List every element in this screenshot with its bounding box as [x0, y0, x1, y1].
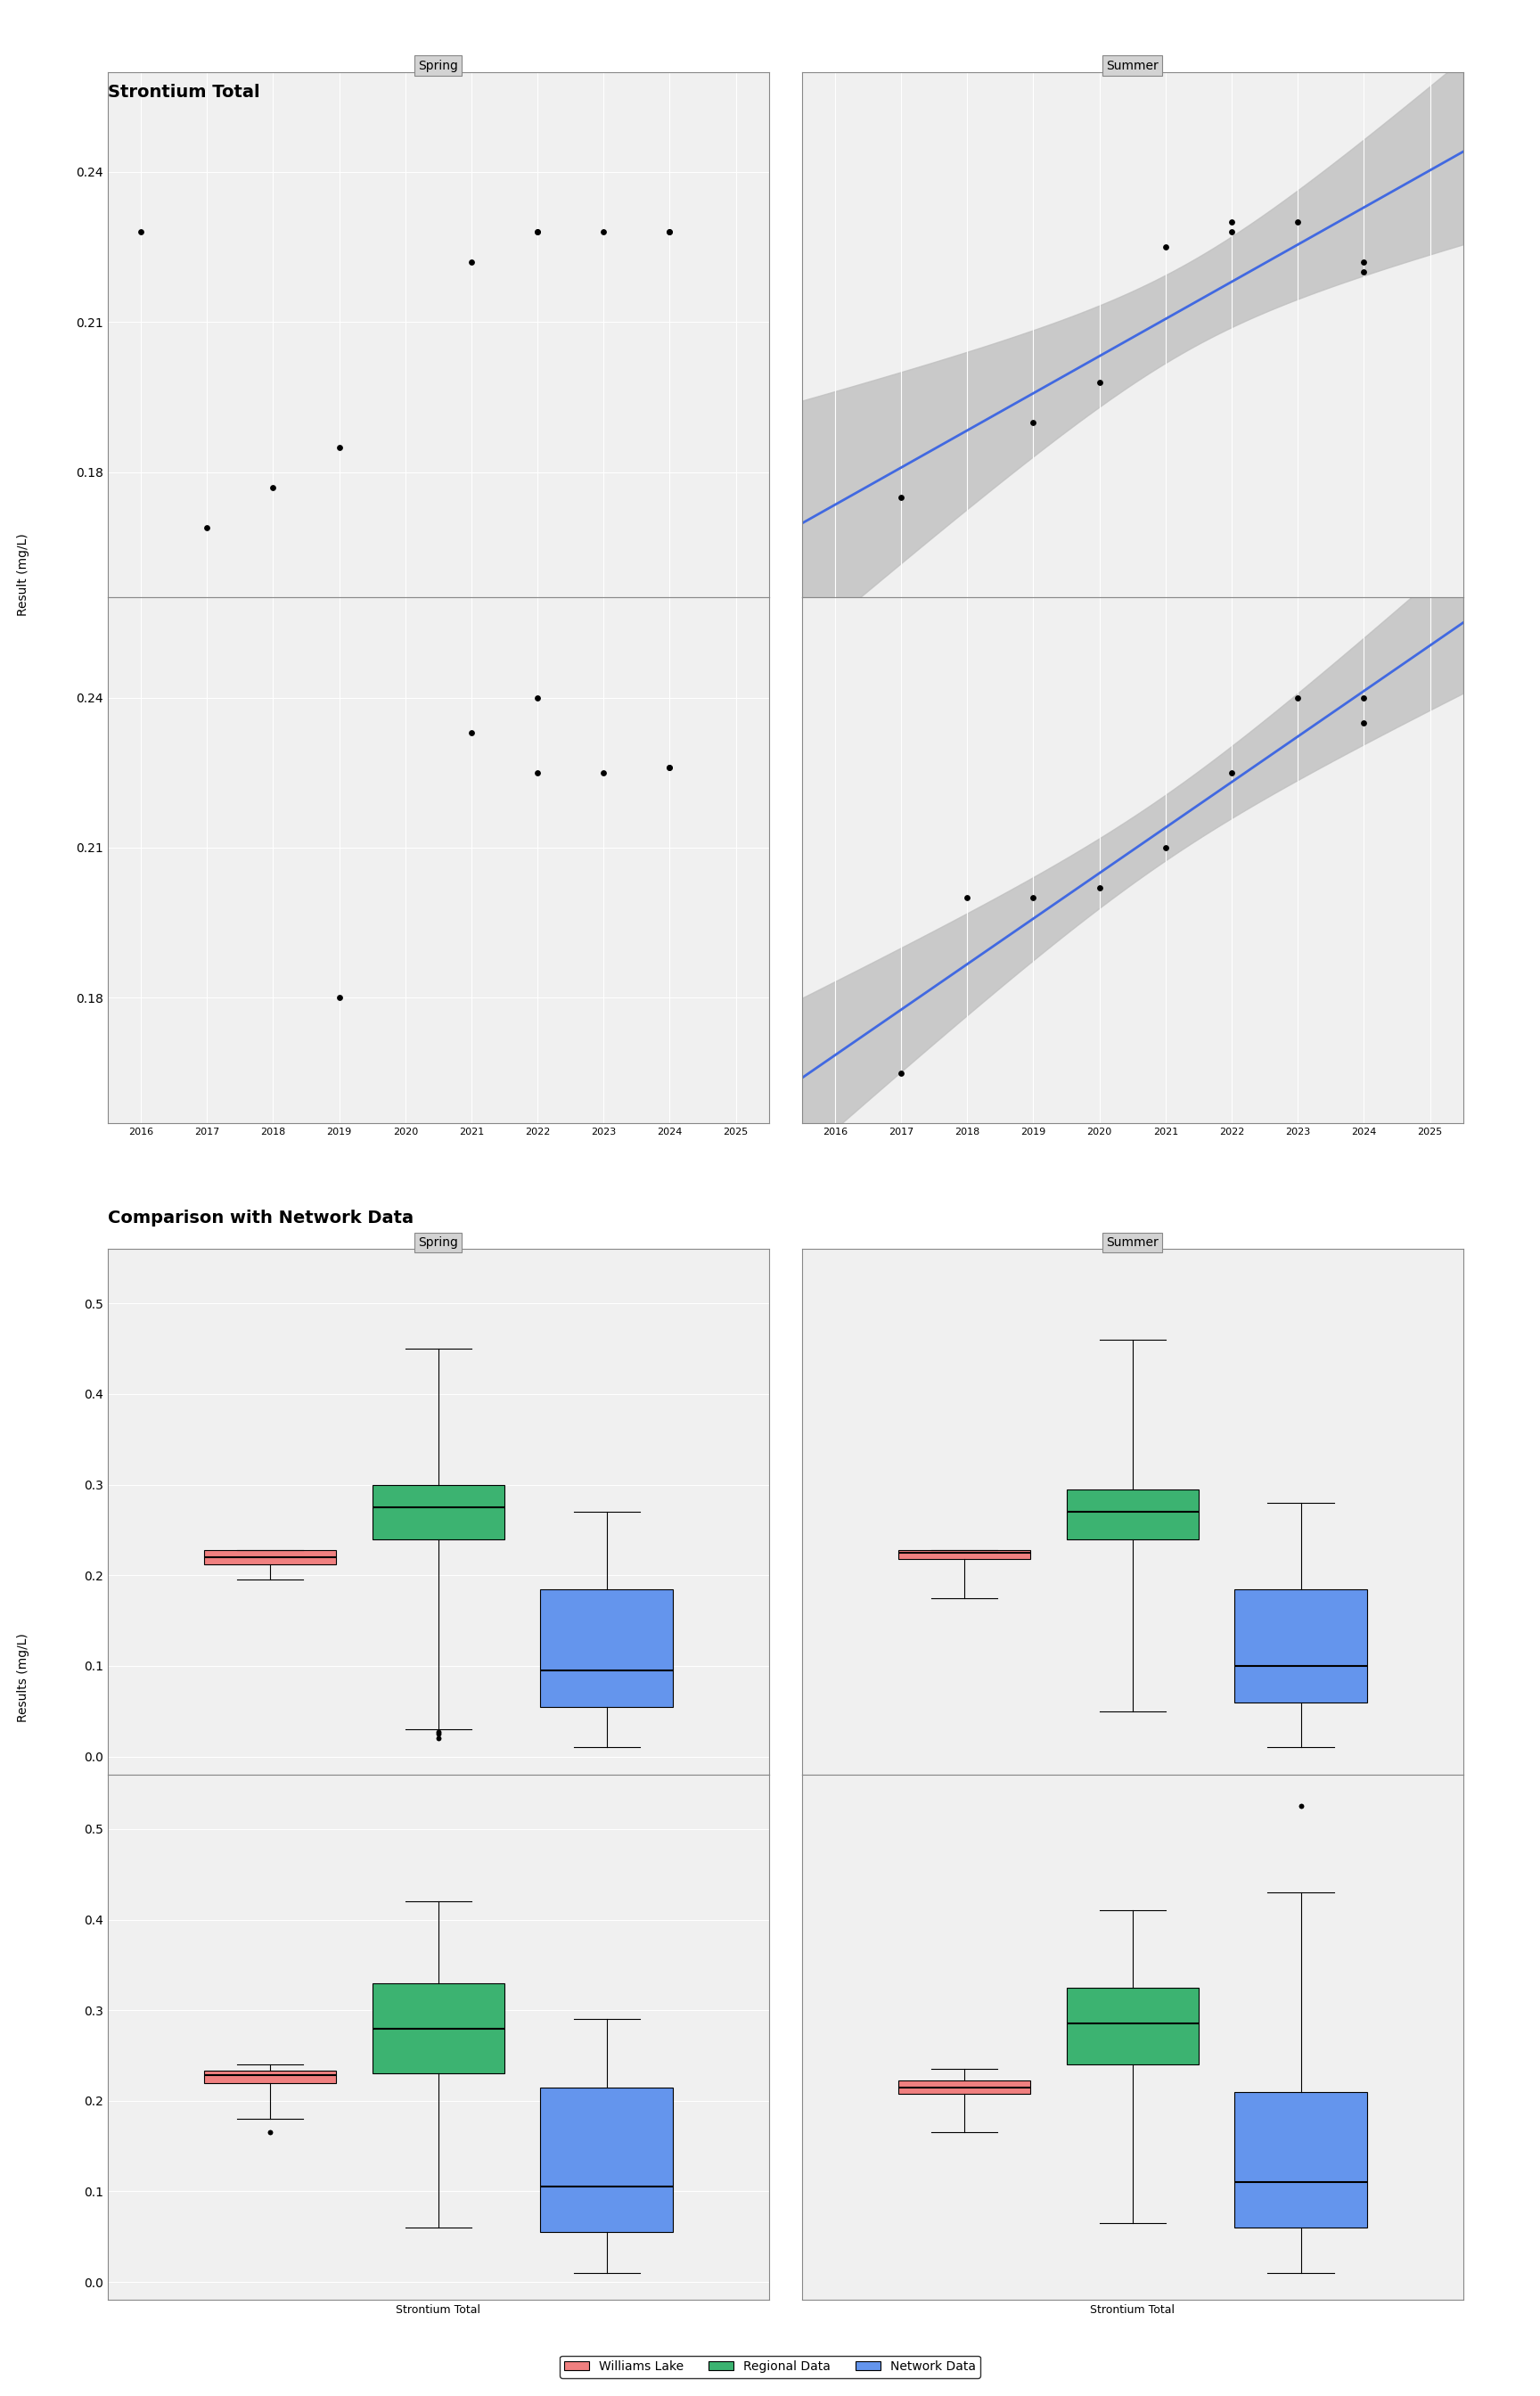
Point [1352, 678, 1377, 716]
Point [1286, 204, 1311, 242]
Point [658, 748, 682, 786]
Point [459, 714, 484, 752]
Text: Result (mg/L): Result (mg/L) [17, 534, 29, 616]
PathPatch shape [1235, 1589, 1368, 1701]
Point [128, 213, 152, 252]
Point [1087, 867, 1112, 906]
Point [1352, 254, 1377, 292]
Point [1286, 678, 1311, 716]
Point [459, 242, 484, 280]
PathPatch shape [373, 1984, 505, 2073]
Point [889, 479, 913, 518]
Title: Spring: Spring [419, 60, 459, 72]
PathPatch shape [373, 1486, 505, 1538]
Point [326, 978, 351, 1016]
Point [1220, 213, 1244, 252]
Point [525, 213, 550, 252]
Point [1087, 364, 1112, 403]
Y-axis label: Hypolimnion: Hypolimnion [0, 824, 12, 896]
Title: Summer: Summer [1106, 60, 1158, 72]
Point [955, 879, 979, 918]
Y-axis label: Epilimnion: Epilimnion [0, 307, 12, 364]
PathPatch shape [898, 1550, 1030, 1560]
Point [658, 213, 682, 252]
Point [889, 1054, 913, 1093]
Title: Summer: Summer [1106, 1236, 1158, 1248]
Y-axis label: Epilimnion: Epilimnion [0, 1483, 12, 1541]
Point [326, 429, 351, 467]
PathPatch shape [1235, 2092, 1368, 2228]
Point [525, 678, 550, 716]
PathPatch shape [1066, 1490, 1198, 1538]
Point [194, 508, 219, 546]
Point [1021, 879, 1046, 918]
Point [658, 213, 682, 252]
Point [1220, 752, 1244, 791]
Text: Strontium Total: Strontium Total [108, 84, 260, 101]
PathPatch shape [203, 2070, 336, 2082]
Point [1153, 228, 1178, 266]
PathPatch shape [1066, 1989, 1198, 2065]
Point [525, 213, 550, 252]
PathPatch shape [898, 2080, 1030, 2094]
Point [525, 752, 550, 791]
Point [591, 213, 616, 252]
Point [1021, 403, 1046, 441]
PathPatch shape [541, 1589, 673, 1706]
Legend: Williams Lake, Regional Data, Network Data: Williams Lake, Regional Data, Network Da… [559, 2355, 981, 2377]
Y-axis label: Hypolimnion: Hypolimnion [0, 2003, 12, 2073]
Title: Spring: Spring [419, 1236, 459, 1248]
Text: Results (mg/L): Results (mg/L) [17, 1632, 29, 1723]
Text: Comparison with Network Data: Comparison with Network Data [108, 1210, 414, 1227]
Point [1352, 242, 1377, 280]
Point [1352, 704, 1377, 743]
Point [658, 748, 682, 786]
Point [591, 752, 616, 791]
PathPatch shape [541, 2087, 673, 2233]
Point [260, 467, 285, 506]
Point [1220, 204, 1244, 242]
Point [1153, 829, 1178, 867]
PathPatch shape [203, 1550, 336, 1565]
